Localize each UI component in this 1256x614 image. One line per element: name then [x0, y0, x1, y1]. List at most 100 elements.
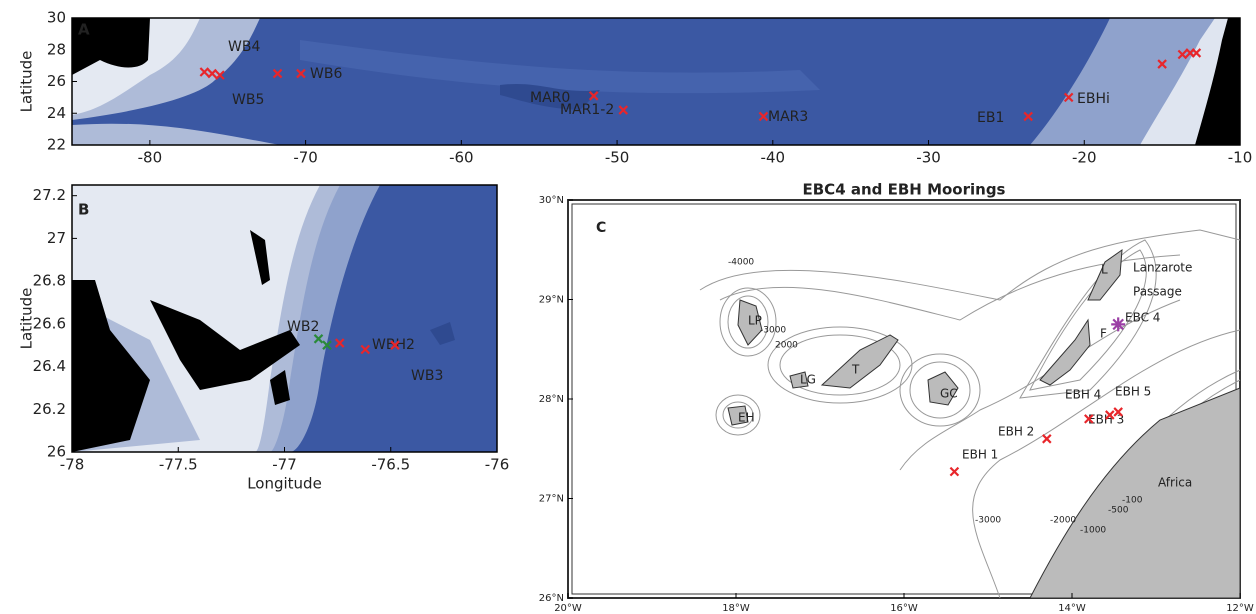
y-tick-label: 26	[47, 443, 66, 461]
x-tick-label: -40	[761, 149, 786, 167]
mooring-marker	[588, 91, 599, 101]
y-tick-label: 27.2	[33, 186, 66, 204]
x-tick-label: -80	[138, 149, 163, 167]
x-tick-label: -10	[1228, 149, 1253, 167]
site-label: F	[1100, 327, 1107, 341]
site-label: LG	[800, 373, 816, 387]
mooring-marker	[215, 70, 225, 80]
y-tick-label: 26.6	[33, 314, 66, 332]
map-b-background	[72, 185, 497, 452]
mooring-marker	[758, 111, 769, 122]
mooring-marker	[322, 340, 332, 350]
site-label: T	[851, 363, 860, 377]
y-tick-label: 26.2	[33, 400, 66, 418]
y-tick-label: 26.8	[33, 272, 66, 290]
mooring-marker	[207, 68, 217, 79]
site-label: EBH 4	[1065, 388, 1101, 402]
panel-label: C	[596, 220, 606, 236]
mooring-marker	[1063, 92, 1074, 103]
mooring-marker	[313, 334, 324, 344]
site-label: EBC 4	[1125, 311, 1160, 325]
y-tick-label: 30	[47, 9, 66, 27]
x-tick-label: 14°W	[1058, 603, 1086, 614]
x-tick-label: 20°W	[554, 603, 582, 614]
contour-label: -1000	[1080, 526, 1106, 536]
x-tick-label: -60	[449, 149, 474, 167]
x-tick-label: 16°W	[890, 603, 918, 614]
mooring-marker	[1084, 414, 1094, 424]
y-tick-label: 24	[47, 104, 66, 122]
site-label: WB6	[310, 66, 342, 82]
y-tick-label: 26°N	[539, 593, 564, 604]
contour-label: -4000	[728, 258, 754, 268]
x-tick-label: 12°W	[1226, 603, 1254, 614]
mooring-marker	[334, 338, 345, 348]
y-tick-label: 28	[47, 40, 66, 58]
mooring-marker	[199, 67, 210, 77]
contour-label: -100	[1122, 496, 1143, 506]
site-label: EBHi	[1077, 91, 1110, 107]
mooring-marker	[390, 340, 400, 350]
y-tick-label: 27°N	[539, 494, 564, 505]
mooring-marker	[1157, 59, 1167, 69]
site-label: EH	[738, 411, 755, 425]
site-label: L	[1101, 263, 1108, 277]
y-axis-label: Latitude	[18, 288, 36, 350]
x-tick-label: -20	[1072, 149, 1097, 167]
contour-label: -3000	[975, 516, 1001, 526]
mooring-marker	[360, 344, 371, 355]
mooring-marker	[1191, 48, 1202, 58]
panel-title: EBC4 and EBH Moorings	[803, 181, 1006, 199]
mooring-marker	[1105, 410, 1115, 420]
mooring-marker	[272, 68, 283, 79]
x-tick-label: -78	[60, 456, 85, 474]
x-tick-label: -76	[485, 456, 510, 474]
site-label: Passage	[1133, 285, 1182, 299]
mooring-marker	[296, 68, 306, 79]
x-tick-label: -30	[916, 149, 941, 167]
y-tick-label: 28°N	[539, 394, 564, 405]
site-label: Africa	[1158, 476, 1192, 490]
x-axis-label: Longitude	[247, 475, 322, 493]
y-tick-label: 26.4	[33, 357, 66, 375]
x-tick-label: -77.5	[159, 456, 198, 474]
site-label: EBH 5	[1115, 385, 1151, 399]
y-tick-label: 27	[47, 229, 66, 247]
site-label: MAR0	[530, 90, 570, 106]
mooring-marker	[1111, 317, 1126, 332]
site-label: LP	[748, 314, 762, 328]
mooring-marker	[1042, 434, 1052, 444]
mooring-marker	[1113, 407, 1123, 417]
mooring-marker	[1023, 111, 1033, 122]
y-tick-label: 26	[47, 72, 66, 90]
site-label: WB3	[411, 368, 443, 384]
contour-label: 2000	[775, 341, 798, 351]
panel-label: B	[78, 201, 89, 219]
site-label: EBH 2	[998, 425, 1034, 439]
y-axis-label: Latitude	[18, 51, 36, 113]
site-label: WB4	[228, 39, 260, 55]
map-c-background	[567, 199, 1241, 599]
site-label: EB1	[977, 110, 1004, 126]
site-label: EBH 1	[962, 448, 998, 462]
contour-label: -500	[1108, 506, 1129, 516]
site-label: WB2	[287, 319, 319, 335]
y-tick-label: 22	[47, 136, 66, 154]
site-label: MAR3	[768, 109, 808, 125]
mooring-marker	[949, 466, 960, 477]
x-tick-label: -70	[293, 149, 318, 167]
mooring-marker	[1177, 49, 1188, 60]
site-label: Lanzarote	[1133, 261, 1192, 275]
x-tick-label: -76.5	[371, 456, 410, 474]
mooring-marker	[618, 105, 629, 115]
y-tick-label: 29°N	[539, 295, 564, 306]
panel-label: A	[78, 21, 90, 39]
site-label: MAR1-2	[560, 102, 614, 118]
y-tick-label: 30°N	[539, 195, 564, 206]
x-tick-label: -50	[605, 149, 630, 167]
map-a-background	[72, 18, 1240, 145]
contour-label: -2000	[1050, 516, 1076, 526]
x-tick-label: 18°W	[722, 603, 750, 614]
